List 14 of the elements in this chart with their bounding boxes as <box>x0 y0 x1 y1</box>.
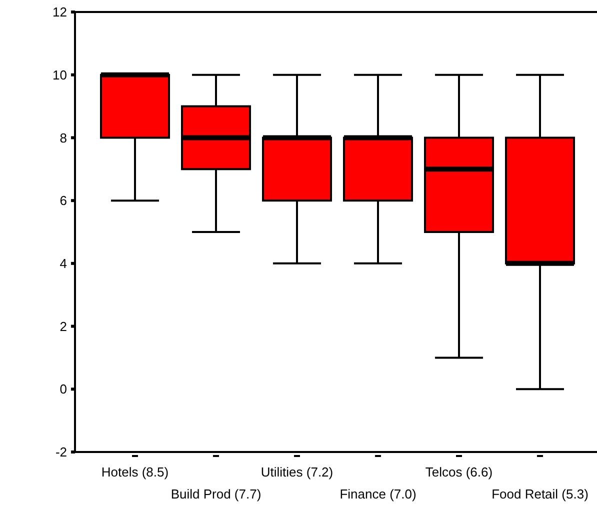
y-tick-label: 8 <box>60 130 67 146</box>
x-tick-label: Telcos (6.6) <box>425 464 493 480</box>
y-tick-label: -2 <box>55 444 67 460</box>
x-tick-label: Food Retail (5.3) <box>492 486 588 502</box>
x-tick-label: Utilities (7.2) <box>260 464 334 480</box>
y-tick-label: 12 <box>52 4 67 20</box>
y-tick-label: 0 <box>60 382 67 397</box>
y-tick-label: 10 <box>52 67 67 82</box>
x-tick-label: Build Prod (7.7) <box>170 486 262 502</box>
x-tick-label: Hotels (8.5) <box>101 464 169 480</box>
x-tick-label: Finance (7.0) <box>340 486 416 502</box>
y-tick-label: 4 <box>60 256 67 271</box>
y-tick-label: 6 <box>60 193 67 208</box>
y-tick-label: 2 <box>60 318 67 334</box>
